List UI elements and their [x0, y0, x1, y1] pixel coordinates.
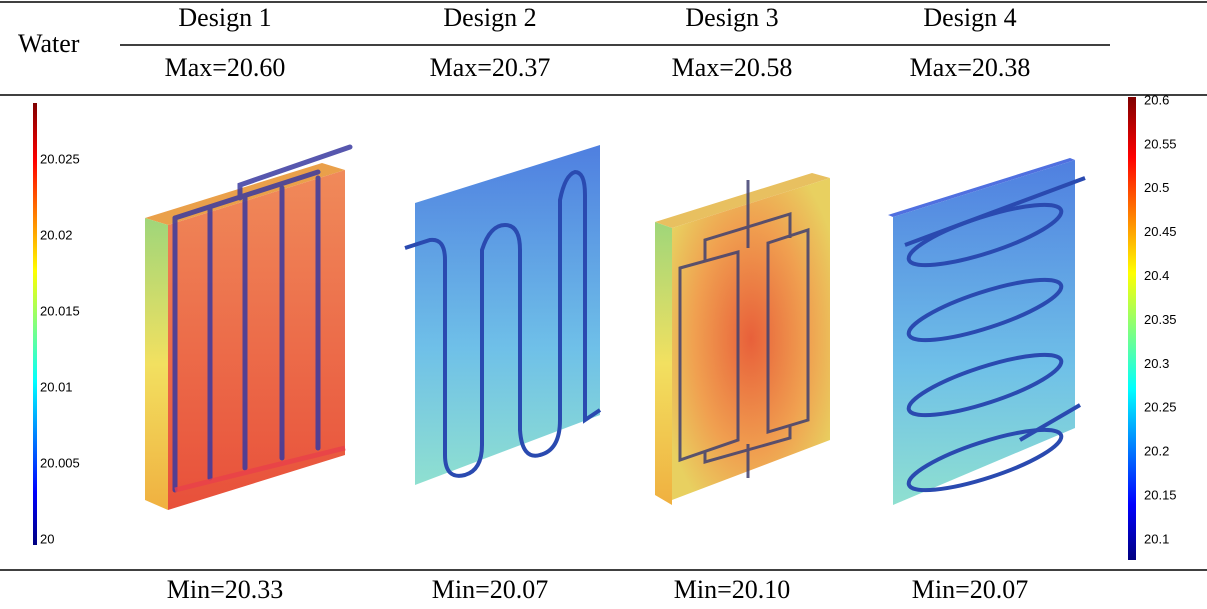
min-value: Min=20.10	[674, 575, 791, 604]
left-colorbar-label: 20.025	[40, 151, 80, 166]
design-name: Design 1	[178, 3, 271, 32]
left-colorbar-label: 20.005	[40, 455, 80, 470]
right-colorbar-label: 20.6	[1144, 92, 1169, 107]
left-colorbar-label: 20.02	[40, 227, 73, 242]
right-colorbar-label: 20.5	[1144, 180, 1169, 195]
min-value: Min=20.07	[912, 575, 1029, 604]
render-design-2	[404, 145, 602, 485]
left-colorbar	[33, 103, 37, 545]
max-value: Max=20.38	[910, 53, 1031, 82]
right-colorbar-label: 20.45	[1144, 224, 1177, 239]
right-colorbar-label: 20.2	[1144, 444, 1169, 459]
right-colorbar-label: 20.3	[1144, 356, 1169, 371]
render-design-1	[145, 144, 353, 510]
render-design-4	[888, 158, 1086, 505]
right-colorbar-label: 20.1	[1144, 531, 1169, 546]
right-colorbar-label: 20.35	[1144, 312, 1177, 327]
left-colorbar-label: 20.01	[40, 379, 73, 394]
max-value: Max=20.58	[672, 53, 793, 82]
right-colorbar	[1128, 97, 1136, 560]
right-colorbar-label: 20.4	[1144, 268, 1169, 283]
max-value: Max=20.37	[430, 53, 551, 82]
design-name: Design 3	[685, 3, 778, 32]
max-value: Max=20.60	[165, 53, 286, 82]
left-colorbar-label: 20.015	[40, 303, 80, 318]
row-label: Water	[18, 29, 80, 58]
table-rules	[0, 1, 1207, 571]
min-value: Min=20.07	[432, 575, 549, 604]
right-colorbar-label: 20.25	[1144, 400, 1177, 415]
design-name: Design 4	[923, 3, 1016, 32]
right-colorbar-label: 20.15	[1144, 488, 1177, 503]
left-colorbar-label: 20	[40, 531, 54, 546]
min-value: Min=20.33	[167, 575, 284, 604]
right-colorbar-label: 20.55	[1144, 136, 1177, 151]
render-design-3	[655, 173, 830, 505]
design-name: Design 2	[443, 3, 536, 32]
